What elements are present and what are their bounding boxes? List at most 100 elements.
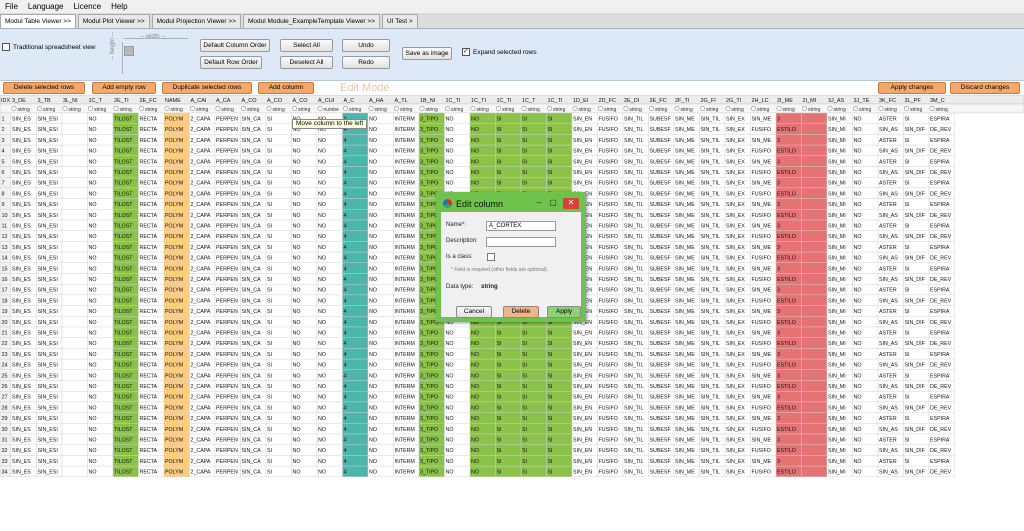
grid-cell[interactable] [801, 123, 828, 135]
grid-cell[interactable] [61, 348, 88, 360]
cell-size-handle[interactable] [124, 46, 134, 56]
type-radio-icon[interactable] [903, 106, 909, 112]
description-input[interactable] [486, 237, 556, 247]
grid-cell[interactable] [61, 455, 88, 467]
apply-changes-button[interactable]: Apply changes [878, 82, 946, 94]
type-radio-icon[interactable] [419, 106, 425, 112]
grid-cell[interactable] [61, 144, 88, 156]
type-radio-icon[interactable] [572, 106, 578, 112]
tab-template-viewer[interactable]: Modul Module_ExampleTemplate Viewer >> [242, 14, 380, 28]
grid-cell[interactable] [61, 283, 88, 296]
grid-cell[interactable] [801, 465, 828, 478]
grid-cell[interactable] [801, 241, 828, 253]
apply-button[interactable]: Apply [547, 306, 581, 318]
grid-cell[interactable] [61, 198, 88, 210]
grid-cell[interactable] [61, 412, 88, 424]
grid-cell[interactable] [61, 391, 88, 403]
grid-cell[interactable] [801, 337, 828, 349]
tab-ui-test[interactable]: UI Test > [382, 14, 418, 28]
grid-cell[interactable] [801, 305, 828, 317]
grid-cell[interactable] [61, 176, 88, 189]
type-radio-icon[interactable] [215, 106, 221, 112]
type-radio-icon[interactable] [113, 106, 119, 112]
grid-cell[interactable] [61, 230, 88, 242]
grid-cell[interactable] [61, 241, 88, 253]
tab-projection-viewer[interactable]: Modul Projection Viewer >> [151, 14, 241, 28]
type-radio-icon[interactable] [190, 106, 196, 112]
grid-cell[interactable] [801, 433, 828, 445]
grid-cell[interactable] [61, 423, 88, 435]
grid-cell[interactable] [801, 166, 828, 178]
grid-cell[interactable] [801, 198, 828, 210]
type-radio-icon[interactable] [444, 106, 450, 112]
grid-cell[interactable] [801, 187, 828, 199]
select-all-button[interactable]: Select All [280, 39, 333, 52]
grid-cell[interactable] [61, 251, 88, 264]
dialog-titlebar[interactable]: Edit column – ▢ ✕ [441, 197, 581, 212]
delete-button[interactable]: Delete [503, 306, 539, 318]
grid-cell[interactable] [61, 316, 88, 328]
grid-cell[interactable] [61, 219, 88, 231]
maximize-icon[interactable]: ▢ [549, 198, 557, 207]
height-slider-track[interactable] [122, 42, 123, 74]
close-icon[interactable]: ✕ [563, 198, 579, 209]
type-radio-icon[interactable] [878, 106, 884, 112]
grid-cell[interactable] [801, 380, 828, 392]
menu-help[interactable]: Help [111, 2, 128, 11]
grid-cell[interactable] [801, 348, 828, 360]
default-row-order-button[interactable]: Default Row Order [200, 56, 262, 69]
grid-cell[interactable] [801, 112, 828, 124]
type-radio-icon[interactable] [852, 106, 858, 112]
undo-button[interactable]: Undo [342, 39, 390, 52]
type-radio-icon[interactable] [546, 106, 552, 112]
type-radio-icon[interactable] [342, 106, 348, 112]
grid-cell[interactable] [801, 326, 828, 338]
type-radio-icon[interactable] [521, 106, 527, 112]
grid-cell[interactable] [801, 316, 828, 328]
grid-cell[interactable] [61, 155, 88, 167]
type-radio-icon[interactable] [699, 106, 705, 112]
is-class-checkbox[interactable] [487, 253, 495, 261]
grid-cell[interactable] [801, 251, 828, 264]
checkbox-checked[interactable]: ✓ [462, 48, 470, 56]
name-input[interactable]: A_CORTEX [486, 221, 556, 231]
type-radio-icon[interactable] [393, 106, 399, 112]
menu-file[interactable]: File [5, 2, 18, 11]
tab-plot-viewer[interactable]: Modul Plot Viewer >> [77, 14, 150, 28]
delete-selected-rows-button[interactable]: Delete selected rows [3, 82, 85, 94]
grid-cell[interactable] [801, 369, 828, 381]
grid-cell[interactable] [801, 209, 828, 221]
traditional-view-checkbox[interactable]: Traditional spreadsheet view [2, 43, 96, 51]
grid-cell[interactable] [801, 283, 828, 296]
grid-cell[interactable] [61, 380, 88, 392]
type-radio-icon[interactable] [291, 106, 297, 112]
tab-table-viewer[interactable]: Modul Table Viewer >> [0, 14, 76, 28]
grid-cell[interactable] [801, 155, 828, 167]
type-radio-icon[interactable] [495, 106, 501, 112]
type-radio-icon[interactable] [241, 106, 247, 112]
grid-cell[interactable] [61, 273, 88, 285]
add-column-button[interactable]: Add column [258, 82, 314, 94]
grid-cell[interactable] [801, 358, 828, 371]
grid-cell[interactable] [801, 294, 828, 306]
type-radio-icon[interactable] [88, 106, 94, 112]
grid-cell[interactable] [61, 166, 88, 178]
grid-cell[interactable] [61, 444, 88, 456]
duplicate-selected-rows-button[interactable]: Duplicate selected rows [162, 82, 252, 94]
cancel-button[interactable]: Cancel [456, 306, 492, 318]
grid-cell[interactable] [61, 358, 88, 371]
redo-button[interactable]: Redo [342, 56, 390, 69]
grid-canvas[interactable]: IDX 3_DE 3_TB 3L_NI 1C_T 2E_TI 2E_FC NAME A_CAI A… [0, 95, 1024, 531]
grid-cell[interactable] [801, 455, 828, 467]
add-empty-row-button[interactable]: Add empty row [92, 82, 156, 94]
grid-cell[interactable] [801, 134, 828, 146]
type-radio-icon[interactable] [827, 106, 833, 112]
grid-cell[interactable] [801, 230, 828, 242]
type-radio-icon[interactable] [648, 106, 654, 112]
grid-cell[interactable] [61, 112, 88, 124]
minimize-icon[interactable]: – [536, 198, 542, 207]
type-radio-icon[interactable] [62, 106, 68, 112]
type-radio-icon[interactable] [674, 106, 680, 112]
type-radio-icon[interactable] [11, 106, 17, 112]
grid-cell[interactable] [801, 391, 828, 403]
